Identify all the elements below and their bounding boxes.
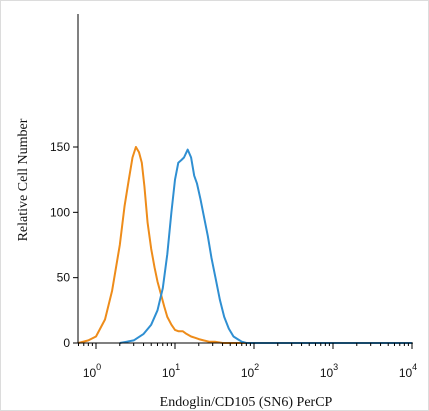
y-tick-label: 150 — [50, 140, 70, 154]
y-axis-title: Relative Cell Number — [16, 118, 31, 241]
x-tick-label: 104 — [399, 362, 417, 380]
x-axis-title: Endoglin/CD105 (SN6) PerCP — [160, 395, 333, 410]
series-line-1 — [78, 146, 412, 344]
series-line-2 — [119, 148, 412, 344]
y-tick-label: 100 — [50, 205, 70, 219]
y-tick-label: 50 — [57, 271, 71, 285]
plot-area — [78, 146, 412, 344]
x-ticks: 100 101 102 103 104 — [77, 343, 417, 380]
y-tick-label: 0 — [63, 336, 70, 350]
y-ticks: 0 50 100 150 — [50, 140, 78, 350]
x-tick-label: 100 — [83, 362, 101, 380]
x-tick-label: 103 — [320, 362, 338, 380]
x-tick-label: 102 — [241, 362, 259, 380]
x-tick-label: 101 — [162, 362, 180, 380]
